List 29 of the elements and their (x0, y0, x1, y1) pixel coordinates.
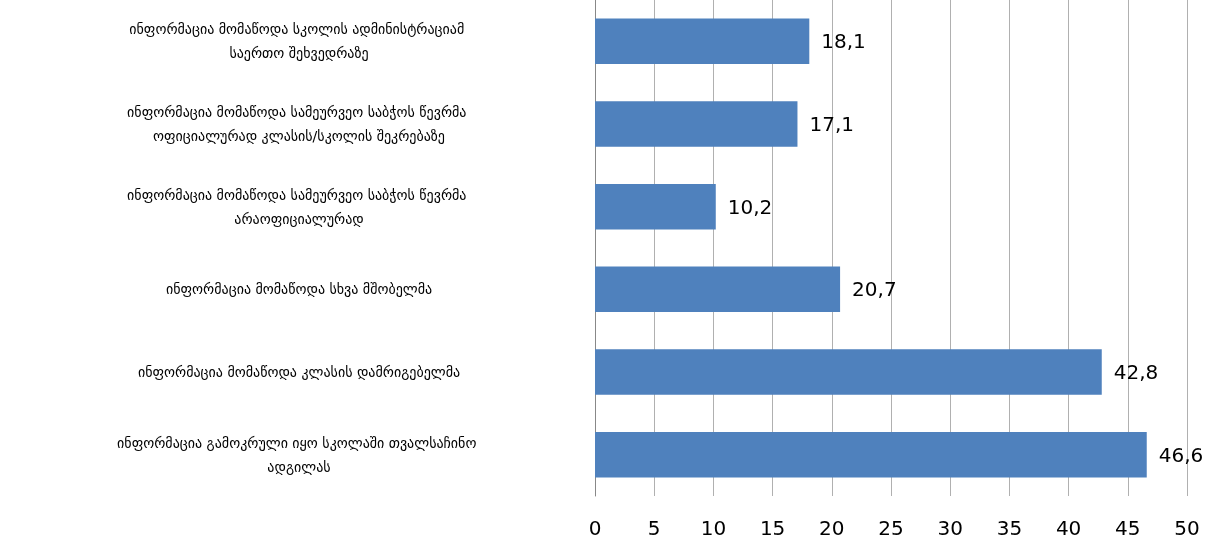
data-label: 17,1 (809, 112, 854, 136)
y-tick-label: ინფორმაცია მომაწოდა კლასის დამრიგებელმა (137, 364, 461, 380)
y-tick-label: ინფორმაცია მომაწოდა სკოლის ადმინისტრაციამ საერთო შეხვედრაზე (129, 21, 469, 62)
x-tick-label: 0 (588, 516, 602, 540)
x-tick-label: 30 (937, 516, 963, 540)
x-tick-label: 5 (647, 516, 661, 540)
x-tick-label: 35 (996, 516, 1023, 540)
bar (595, 266, 841, 313)
data-label: 18,1 (821, 29, 866, 54)
x-tick-label: 10 (700, 516, 727, 540)
data-label: 10,2 (727, 194, 773, 219)
bar (595, 349, 1102, 395)
bar (595, 101, 798, 147)
x-tick-label: 50 (1174, 516, 1200, 540)
bar (595, 18, 810, 65)
y-tick-label: ინფორმაცია გამოკრული იყო სკოლაში თვალსაჩინო ადგილას (117, 434, 481, 475)
y-tick-label: ინფორმაცია მომაწოდა სამეურვეო საბჭოს წევრმა არაოფიციალურად (127, 186, 471, 227)
y-tick-label: ინფორმაცია მომაწოდა სხვა მშობელმა (165, 281, 433, 298)
y-tick-label: ინფორმაცია მომაწოდა სამეურვეო საბჭოს წევრმა ოფიციალურად კლასის/სკოლის შეკრებაზე (127, 104, 471, 144)
bar (595, 183, 716, 230)
x-tick-label: 45 (1115, 516, 1141, 540)
x-tick-label: 25 (878, 516, 904, 540)
bar (595, 431, 1147, 478)
x-tick-label: 40 (1055, 516, 1082, 540)
data-label: 20,7 (852, 277, 897, 302)
x-tick-label: 20 (819, 516, 845, 540)
x-tick-label: 15 (759, 516, 786, 540)
data-label: 42,8 (1113, 360, 1159, 384)
data-label: 46,6 (1158, 442, 1204, 467)
